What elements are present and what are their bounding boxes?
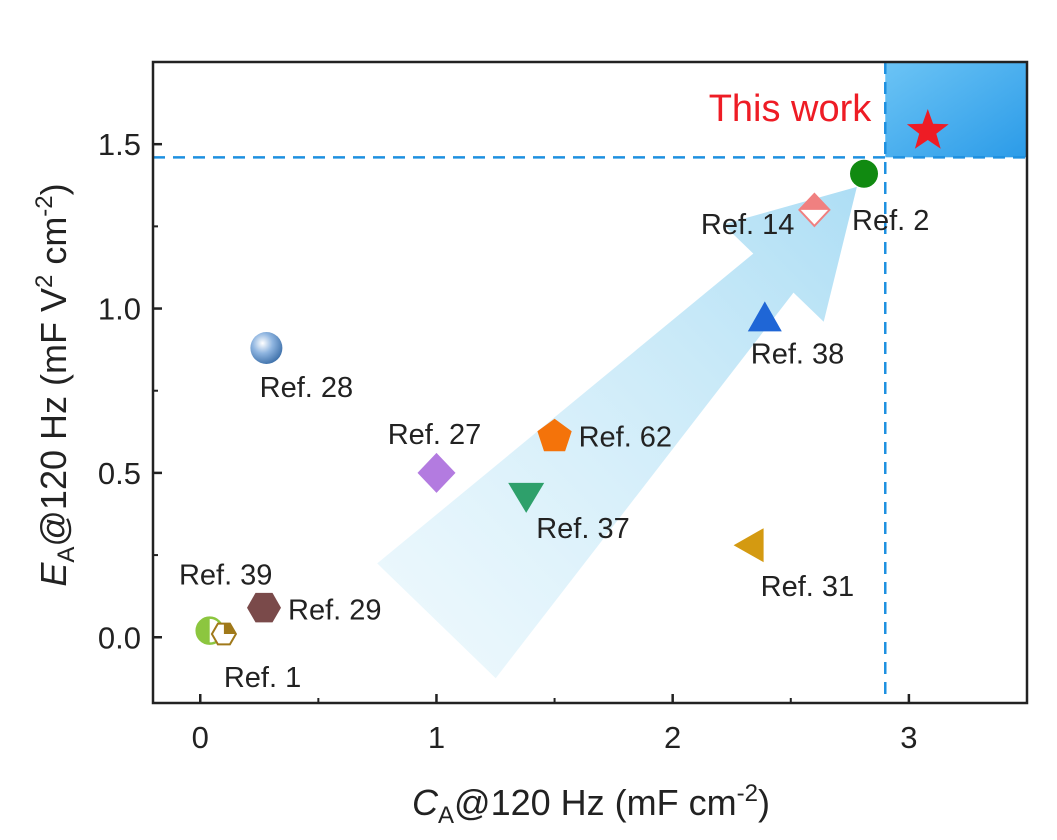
- x-tick-label: 1: [428, 720, 445, 755]
- data-points: [195, 109, 949, 646]
- point-label-ref-27: Ref. 27: [388, 419, 482, 451]
- x-tick-label: 3: [900, 720, 917, 755]
- x-tick-label: 2: [664, 720, 681, 755]
- pentagon-marker: [537, 418, 572, 452]
- highlight-label: This work: [709, 88, 873, 130]
- sphere-marker: [250, 331, 283, 364]
- triangle-left-marker: [733, 528, 764, 563]
- triangle-up-marker: [747, 301, 782, 332]
- highlight-region: [885, 62, 1027, 158]
- marker-ref-38: [747, 301, 782, 332]
- y-tick-label: 0.5: [98, 456, 141, 491]
- marker-ref-1: [210, 622, 238, 646]
- star-marker-this-work: [906, 109, 949, 149]
- point-label-ref-37: Ref. 37: [536, 513, 630, 545]
- point-label-ref-28: Ref. 28: [260, 372, 354, 404]
- diamond-marker: [417, 452, 456, 493]
- circle-fill-half: [196, 617, 210, 644]
- x-axis-title: CA@120 Hz (mF cm-2): [412, 780, 770, 829]
- x-tick-label: 0: [192, 720, 209, 755]
- point-labels: Ref. 2 Ref. 14 Ref. 38 Ref. 28 Ref. 62 Ref. 2…: [179, 88, 929, 694]
- plot-frame: [151, 60, 1029, 705]
- diamond-fill-half: [799, 193, 830, 210]
- point-label-ref-38: Ref. 38: [751, 338, 845, 370]
- point-label-ref-62: Ref. 62: [579, 422, 673, 454]
- y-axis-title: EA@120 Hz (mF V2 cm-2): [31, 183, 80, 586]
- point-label-ref-14: Ref. 14: [701, 209, 795, 241]
- marker-ref-29: [247, 592, 281, 623]
- triangle-down-marker: [508, 482, 545, 513]
- point-label-ref-31: Ref. 31: [761, 571, 855, 603]
- y-tick-label: 1.5: [98, 127, 141, 162]
- point-label-ref-39: Ref. 39: [179, 560, 273, 592]
- axis-titles: CA@120 Hz (mF cm-2) EA@120 Hz (mF V2 cm-…: [31, 183, 770, 829]
- trend-arrow-shape: [377, 186, 857, 679]
- y-tick-label: 1.0: [98, 292, 141, 327]
- marker-ref-14: [798, 192, 831, 228]
- hexagon-marker: [247, 592, 281, 623]
- point-label-ref-2: Ref. 2: [852, 205, 929, 237]
- point-label-ref-1: Ref. 1: [224, 662, 301, 694]
- axes: 0 1 2 3 0.0 0.5 1.0 1.5: [98, 60, 1029, 755]
- hexagon-fill-part: [223, 623, 236, 634]
- y-tick-label: 0.0: [98, 620, 141, 655]
- marker-ref-27: [417, 452, 456, 493]
- marker-ref-62: [537, 418, 572, 452]
- threshold-lines: [153, 62, 1027, 703]
- high-performance-region: [885, 62, 1027, 158]
- trend-arrow: [377, 186, 857, 679]
- marker-ref-2: [850, 159, 879, 188]
- marker-ref-31: [733, 528, 764, 563]
- point-label-ref-29: Ref. 29: [288, 595, 382, 627]
- circle-marker: [850, 159, 879, 188]
- marker-ref-37: [508, 482, 545, 513]
- marker-ref-28: [250, 331, 283, 364]
